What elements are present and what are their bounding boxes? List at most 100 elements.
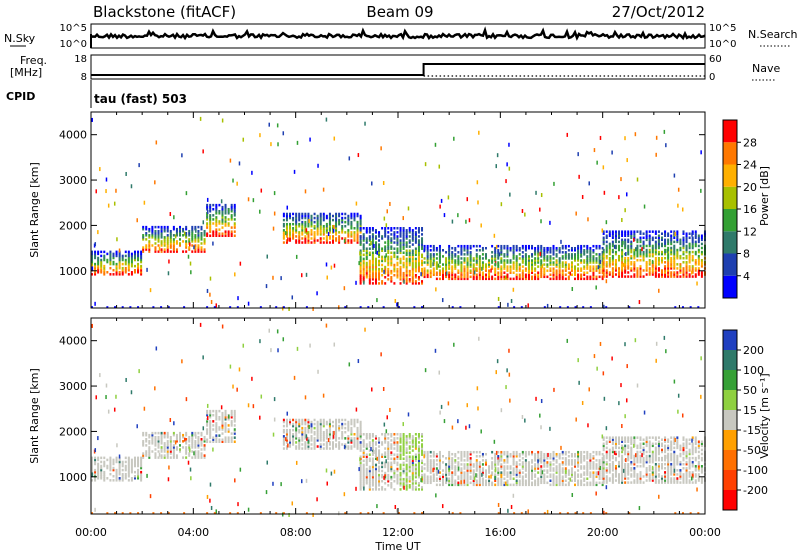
- velocity-pixel: [224, 428, 227, 431]
- velocity-pixel: [289, 441, 292, 444]
- power-pixel: [103, 264, 106, 268]
- power-pixel: [282, 214, 285, 218]
- velocity-pixel: [310, 426, 313, 430]
- velocity-pixel: [365, 463, 368, 467]
- velocity-pixel: [586, 467, 589, 470]
- velocity-pixel: [414, 475, 417, 479]
- power-pixel: [151, 229, 154, 233]
- power-pixel: [224, 205, 227, 209]
- velocity-pixel: [494, 473, 497, 476]
- power-pixel: [295, 241, 298, 244]
- velocity-pixel: [558, 483, 561, 487]
- power-pixel: [233, 218, 236, 221]
- velocity-pixel: [524, 455, 527, 458]
- velocity-pixel: [203, 454, 206, 457]
- power-pixel: [331, 214, 334, 218]
- power-pixel: [112, 260, 115, 264]
- velocity-pixel: [359, 430, 362, 434]
- power-pixel: [362, 233, 365, 236]
- power-pixel: [394, 299, 397, 304]
- velocity-pixel: [145, 454, 148, 457]
- velocity-pixel: [580, 475, 583, 478]
- power-pixel: [91, 252, 93, 256]
- power-pixel: [387, 243, 390, 246]
- velocity-pixel: [387, 467, 390, 471]
- velocity-pixel: [115, 472, 118, 476]
- power-pixel: [206, 218, 209, 221]
- power-pixel: [605, 261, 608, 264]
- power-pixel: [543, 263, 546, 266]
- power-pixel: [691, 271, 694, 274]
- power-pixel: [670, 265, 673, 268]
- power-pixel: [633, 256, 636, 260]
- velocity-pixel: [475, 473, 478, 476]
- power-pixel: [589, 249, 592, 252]
- velocity-pixel: [580, 455, 583, 458]
- power-pixel: [660, 244, 663, 248]
- velocity-pixel: [100, 474, 103, 478]
- velocity-pixel: [140, 462, 143, 466]
- power-pixel: [399, 278, 402, 281]
- velocity-pixel: [166, 446, 169, 449]
- velocity-pixel: [577, 455, 580, 458]
- power-pixel: [206, 197, 209, 202]
- power-pixel: [442, 255, 445, 258]
- power-pixel: [188, 240, 191, 243]
- velocity-pixel: [527, 475, 530, 478]
- power-pixel: [197, 238, 200, 241]
- power-pixel: [230, 203, 233, 207]
- velocity-pixel: [405, 435, 408, 438]
- power-pixel: [636, 244, 639, 248]
- velocity-pixel: [614, 458, 617, 462]
- velocity-pixel: [298, 447, 301, 450]
- power-pixel: [381, 227, 384, 230]
- power-pixel: [185, 225, 188, 229]
- power-pixel: [405, 276, 408, 279]
- power-pixel: [651, 250, 654, 254]
- power-pixel: [478, 257, 481, 260]
- power-pixel: [512, 249, 515, 252]
- power-pixel: [414, 273, 417, 277]
- velocity-pixel: [531, 471, 534, 474]
- power-pixel: [414, 280, 417, 283]
- velocity-pixel: [399, 473, 402, 477]
- velocity-pixel: [411, 445, 414, 448]
- velocity-pixel: [127, 462, 130, 466]
- power-pixel: [524, 212, 526, 217]
- power-pixel: [402, 261, 405, 265]
- power-pixel: [667, 263, 670, 266]
- velocity-pixel: [368, 437, 371, 440]
- power-pixel: [624, 230, 627, 233]
- power-pixel: [670, 273, 673, 276]
- velocity-pixel: [506, 461, 509, 464]
- power-pixel: [417, 255, 420, 259]
- velocity-pixel: [417, 484, 420, 487]
- velocity-pixel: [399, 435, 402, 438]
- power-pixel: [163, 248, 166, 251]
- velocity-pixel: [374, 441, 377, 444]
- power-pixel: [685, 265, 688, 268]
- noise-right-label: N.Search: [748, 28, 798, 41]
- velocity-pixel: [206, 428, 209, 431]
- power-pixel: [614, 265, 617, 268]
- power-pixel: [374, 231, 377, 234]
- velocity-pixel: [301, 420, 304, 424]
- velocity-pixel: [335, 445, 338, 448]
- velocity-pixel: [359, 428, 362, 432]
- power-pixel: [169, 242, 172, 245]
- freq-left-label: Freq.: [20, 54, 47, 67]
- power-pixel: [540, 273, 543, 277]
- velocity-pixel: [531, 473, 534, 476]
- power-pixel: [611, 273, 614, 276]
- power-pixel: [210, 299, 213, 304]
- velocity-pixel: [475, 475, 478, 478]
- power-pixel: [378, 276, 381, 279]
- velocity-pixel: [460, 475, 463, 478]
- power-pixel: [654, 244, 657, 248]
- velocity-pixel: [589, 461, 592, 464]
- velocity-pixel: [527, 479, 530, 483]
- velocity-pixel: [335, 422, 338, 426]
- power-pixel: [224, 220, 227, 223]
- power-pixel: [601, 265, 604, 268]
- power-pixel: [316, 214, 319, 218]
